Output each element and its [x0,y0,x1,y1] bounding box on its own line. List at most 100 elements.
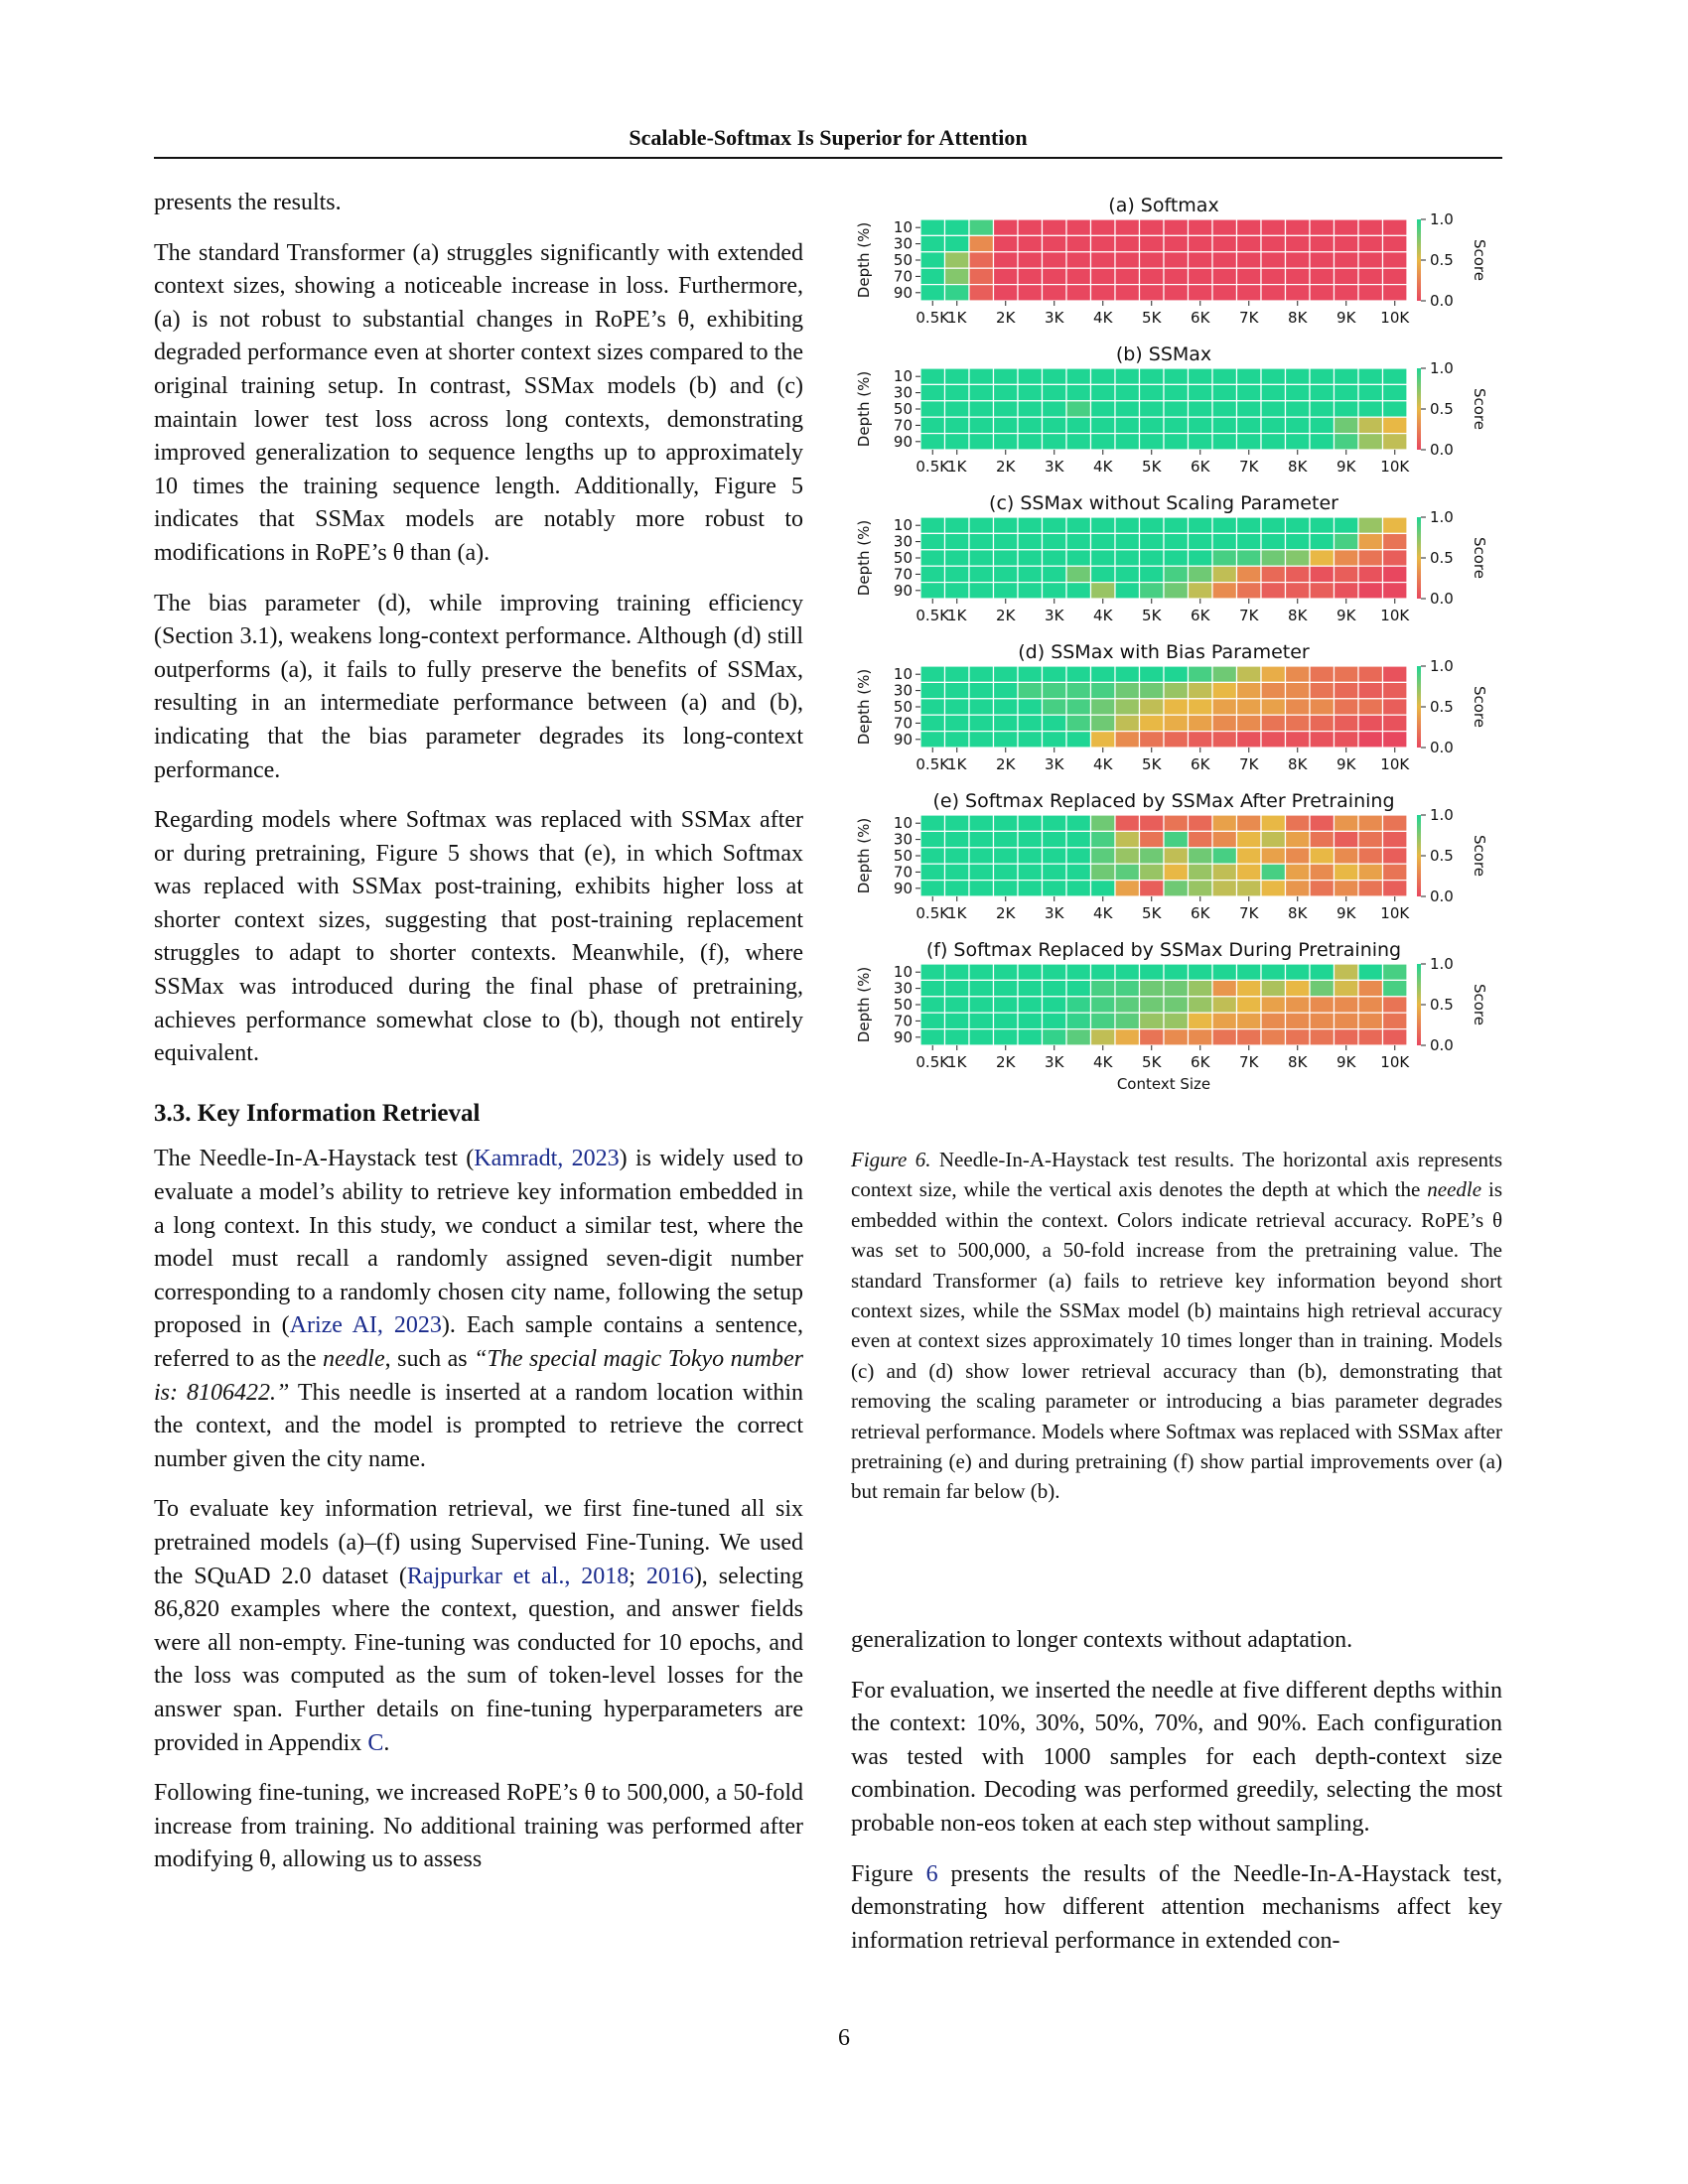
colorbar-label: Score [1471,835,1488,877]
heatmap-cell [1187,283,1213,302]
heatmap-cell [1235,963,1262,981]
heatmap-cell [943,830,970,849]
page-number: 6 [838,2025,850,2051]
heatmap-cell [1138,698,1165,716]
heatmap-cell [968,283,995,302]
heatmap-cell [1309,847,1336,865]
heatmap-cell [1017,383,1044,402]
heatmap-cell [968,830,995,849]
citation-link[interactable]: Kamradt, 2023 [474,1146,620,1172]
text-run: This needle is inserted at a random loca… [154,1379,803,1472]
heatmap-cell [992,665,1019,683]
x-tick-label: 3K [1045,458,1065,476]
heatmap-cell [1284,367,1311,385]
heatmap-cell [1357,218,1384,236]
text-run: ), selecting 86,820 examples where the c… [154,1563,804,1756]
citation-link[interactable]: Rajpurkar et al., 2018 [406,1563,630,1589]
y-tick-label: 50 [894,847,913,865]
heatmap-cell [1163,963,1190,981]
heatmap-cell [1357,996,1384,1014]
text-run: presents the results of the Needle-In-A-… [851,1860,1502,1954]
heatmap-cell [968,665,995,683]
heatmap-cell [1114,367,1141,385]
heatmap-cell [1041,549,1067,567]
heatmap-cell [1309,516,1336,534]
y-tick-label: 50 [894,549,913,567]
x-tick-label: 9K [1336,904,1357,922]
heatmap-cell [1284,383,1311,402]
heatmap-cell [1235,532,1262,551]
y-tick-label: 90 [894,284,913,302]
heatmap-cell [1309,979,1336,998]
citation-link[interactable]: Arize AI, 2023 [289,1312,442,1339]
heatmap-cell [968,963,995,981]
heatmap-cell [1235,879,1262,897]
heatmap-cell [1333,582,1359,600]
colorbar-tick-label: 0.5 [1430,400,1454,418]
heatmap-cell [1138,830,1165,849]
colorbar-label: Score [1471,537,1488,579]
heatmap-cell [1284,830,1311,849]
heatmap-cell [1089,251,1116,269]
heatmap-cell [1260,879,1287,897]
heatmap-cell [1260,400,1287,418]
heatmap-cell [1163,383,1190,402]
heatmap-cell [1260,714,1287,733]
caption-label: Figure 6. [851,1148,931,1171]
heatmap-cell [1381,416,1408,435]
colorbar-label: Score [1471,388,1488,430]
heatmap-cell [1260,963,1287,981]
heatmap-cell [1163,234,1190,253]
heatmap-cell [943,863,970,882]
heatmap-cell [1235,234,1262,253]
heatmap-cell [1357,367,1384,385]
heatmap-cell [919,565,946,584]
heatmap-cell [1357,847,1384,865]
colorbar-label: Score [1471,686,1488,728]
heatmap-cell [1041,516,1067,534]
x-tick-label: 5K [1142,309,1163,327]
heatmap-cell [919,879,946,897]
heatmap-cell [1381,218,1408,236]
y-tick-label: 50 [894,400,913,418]
heatmap-cell [992,251,1019,269]
quote: “The special magic Tokyo number is: 8106… [154,1346,804,1406]
heatmap-cell [943,367,970,385]
heatmap-cell [1357,830,1384,849]
y-tick-label: 70 [894,863,913,881]
figure-link[interactable]: 6 [925,1860,938,1887]
colorbar-tick-label: 0.0 [1430,590,1454,608]
heatmap-cell [1089,979,1116,998]
heatmap-cell [1187,1012,1213,1030]
heatmap-cell [943,1027,970,1046]
heatmap-cell [919,400,946,418]
heatmap-cell [1381,367,1408,385]
appendix-link[interactable]: C [367,1729,384,1756]
heatmap-cell [992,863,1019,882]
x-tick-label: 0.5K [915,458,950,476]
heatmap-cell [1138,681,1165,700]
heatmap-cell [1260,532,1287,551]
heatmap-cell [1284,218,1311,236]
y-tick-label: 70 [894,267,913,285]
heatmap-cell [968,549,995,567]
heatmap-cell [1163,367,1190,385]
citation-link[interactable]: 2016 [645,1563,694,1589]
x-tick-label: 6K [1191,1053,1211,1071]
heatmap-cell [968,847,995,865]
heatmap-cell [1187,383,1213,402]
heatmap-cell [1017,979,1044,998]
heatmap-cell [968,1027,995,1046]
heatmap-cell [1211,879,1238,897]
x-tick-label: 4K [1093,458,1114,476]
heatmap-cell [1309,549,1336,567]
heatmap-cell [1284,267,1311,286]
heatmap-cell [919,218,946,236]
heatmap-cell [1187,565,1213,584]
heatmap-cell [1235,367,1262,385]
heatmap-cell [968,383,995,402]
heatmap-cell [1089,730,1116,749]
heatmap-cell [1235,814,1262,832]
y-tick-label: 30 [894,384,913,402]
heatmap-cell [1017,549,1044,567]
